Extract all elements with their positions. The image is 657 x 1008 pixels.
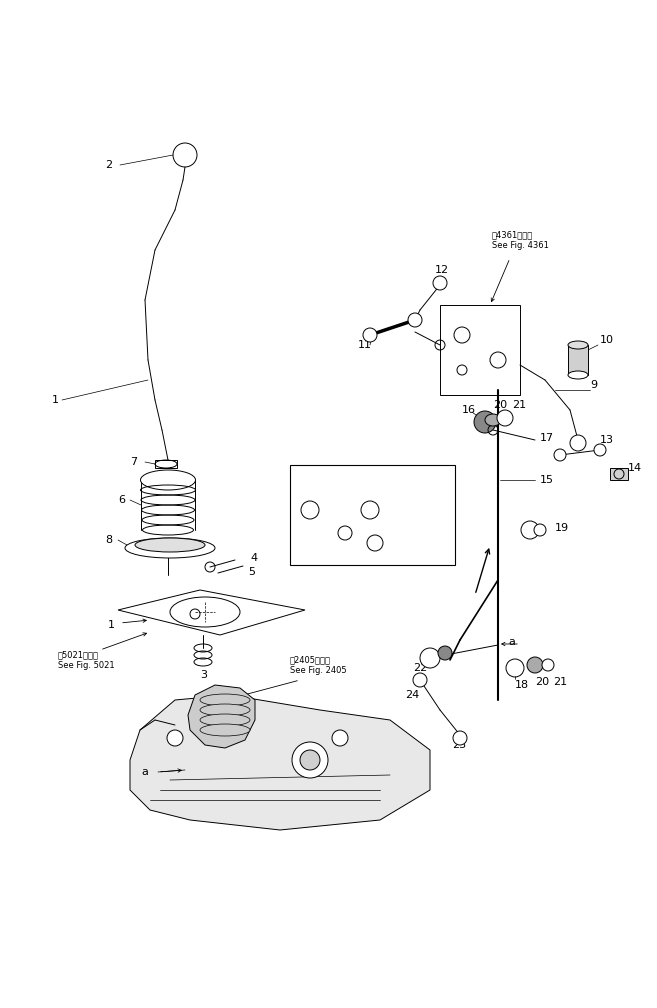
Circle shape [438, 646, 452, 660]
Text: 9: 9 [590, 380, 597, 390]
Circle shape [292, 742, 328, 778]
Text: 1: 1 [108, 620, 115, 630]
Ellipse shape [200, 694, 250, 706]
Text: 22: 22 [413, 663, 427, 673]
Circle shape [570, 435, 586, 451]
Circle shape [474, 411, 496, 433]
Circle shape [332, 730, 348, 746]
Text: 10: 10 [600, 335, 614, 345]
Circle shape [594, 444, 606, 456]
Circle shape [338, 526, 352, 540]
Ellipse shape [568, 371, 588, 379]
Ellipse shape [125, 538, 215, 558]
Text: 24: 24 [405, 690, 419, 700]
Text: 13: 13 [600, 435, 614, 445]
Ellipse shape [568, 341, 588, 349]
Circle shape [534, 524, 546, 536]
Text: 2: 2 [105, 160, 112, 170]
Polygon shape [440, 305, 520, 395]
Text: 4: 4 [250, 553, 257, 563]
Text: 6: 6 [118, 495, 125, 505]
Text: a: a [141, 767, 148, 777]
Text: 17: 17 [540, 433, 554, 443]
Text: 20: 20 [535, 677, 549, 687]
Text: 第2405図参照
See Fig. 2405: 第2405図参照 See Fig. 2405 [290, 655, 347, 674]
Text: 14: 14 [628, 463, 642, 473]
Text: トリミングドーザ用: トリミングドーザ用 [300, 468, 345, 477]
Circle shape [361, 501, 379, 519]
Text: 第5021図参照
See Fig. 5021: 第5021図参照 See Fig. 5021 [58, 650, 114, 669]
Circle shape [408, 313, 422, 327]
Circle shape [301, 501, 319, 519]
Text: 5: 5 [248, 566, 255, 577]
Text: 12: 12 [435, 265, 449, 275]
Circle shape [167, 730, 183, 746]
Ellipse shape [200, 714, 250, 726]
Text: 18: 18 [515, 680, 529, 690]
Text: 8: 8 [105, 535, 112, 545]
Ellipse shape [485, 414, 501, 426]
Text: 20: 20 [493, 400, 507, 410]
Polygon shape [118, 590, 305, 635]
Text: 15: 15 [540, 475, 554, 485]
Circle shape [413, 673, 427, 687]
Circle shape [527, 657, 543, 673]
Text: 21: 21 [553, 677, 567, 687]
Ellipse shape [135, 538, 205, 552]
Circle shape [453, 731, 467, 745]
Circle shape [554, 449, 566, 461]
Text: 22: 22 [405, 540, 419, 550]
Text: 21: 21 [512, 400, 526, 410]
Text: a: a [508, 637, 515, 647]
Bar [290, 465, 455, 565]
Circle shape [433, 276, 447, 290]
Circle shape [363, 328, 377, 342]
Circle shape [300, 750, 320, 770]
Text: 19: 19 [555, 523, 569, 533]
Text: 16: 16 [462, 405, 476, 415]
Polygon shape [188, 685, 255, 748]
Ellipse shape [200, 724, 250, 736]
Text: 1: 1 [52, 395, 59, 405]
Text: 7: 7 [130, 457, 137, 467]
Circle shape [367, 535, 383, 551]
Text: For Trimming Dozer: For Trimming Dozer [300, 479, 382, 488]
Bar [610, 468, 628, 480]
Bar [155, 460, 177, 468]
Text: 第4361図参照
See Fig. 4361: 第4361図参照 See Fig. 4361 [492, 230, 549, 250]
Text: 3: 3 [200, 670, 207, 680]
Text: 23: 23 [452, 740, 466, 750]
Polygon shape [130, 695, 430, 830]
Ellipse shape [200, 704, 250, 716]
Circle shape [497, 410, 513, 426]
Circle shape [420, 648, 440, 668]
Circle shape [542, 659, 554, 671]
Text: 11: 11 [358, 340, 372, 350]
Ellipse shape [141, 470, 196, 490]
Bar [568, 345, 588, 375]
